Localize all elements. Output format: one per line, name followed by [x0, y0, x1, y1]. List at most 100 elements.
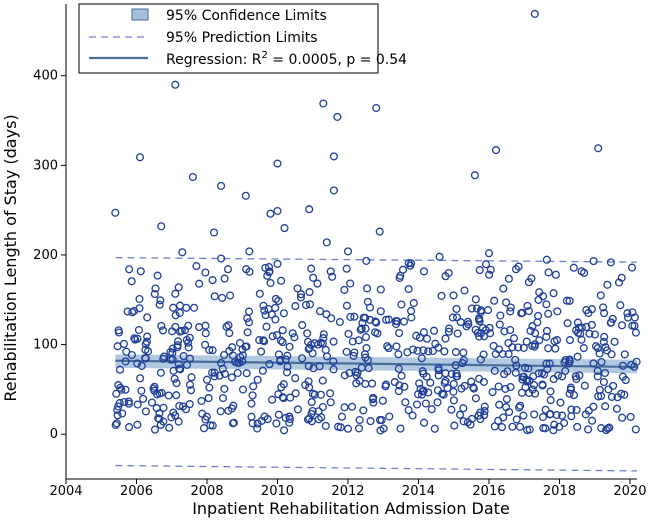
data-point	[418, 387, 427, 396]
data-point	[166, 348, 175, 357]
data-point	[171, 80, 180, 89]
data-point	[489, 341, 498, 350]
data-point	[150, 386, 159, 395]
data-point	[537, 369, 547, 378]
data-point	[242, 369, 251, 378]
data-point	[378, 396, 387, 405]
interval-bands	[115, 256, 638, 472]
data-point	[515, 422, 525, 431]
data-point	[156, 296, 165, 305]
data-point	[449, 291, 458, 300]
data-point	[372, 103, 381, 113]
data-point	[558, 372, 567, 381]
data-point	[534, 295, 543, 304]
data-point	[271, 294, 280, 303]
data-point	[112, 419, 121, 428]
legend-band-swatch	[131, 8, 149, 21]
data-point	[485, 323, 494, 332]
legend-box	[78, 3, 379, 74]
legend-prediction-label: 95% Prediction Limits	[166, 30, 318, 46]
data-point	[627, 360, 636, 369]
data-point	[253, 375, 262, 384]
data-point	[340, 285, 349, 294]
data-point	[361, 353, 370, 362]
x-tick-label: 2020	[613, 484, 646, 499]
data-point	[397, 300, 406, 309]
data-point	[408, 345, 418, 354]
data-point	[355, 415, 364, 425]
data-point	[596, 291, 605, 300]
data-point	[279, 380, 288, 389]
data-point	[255, 336, 264, 345]
data-point	[174, 417, 183, 426]
legend-regression-suffix: = 0.0005, p = 0.54	[268, 52, 407, 68]
data-point	[187, 373, 196, 382]
x-tick-label: 2016	[472, 484, 505, 499]
data-point	[512, 415, 521, 424]
data-point	[364, 364, 373, 373]
data-point	[290, 333, 299, 342]
data-point	[133, 400, 142, 409]
data-points	[111, 9, 641, 435]
data-point	[201, 329, 210, 338]
data-point	[182, 335, 191, 345]
data-point	[614, 278, 624, 287]
data-point	[509, 334, 519, 343]
data-point	[350, 348, 359, 357]
data-point	[422, 372, 431, 381]
data-point	[394, 350, 403, 359]
data-point	[544, 309, 553, 318]
data-point	[545, 359, 554, 368]
data-point	[296, 290, 306, 299]
data-point	[511, 265, 521, 274]
data-point	[268, 332, 277, 341]
data-point	[449, 396, 458, 405]
data-point	[184, 321, 193, 330]
data-point	[133, 359, 142, 368]
data-point	[575, 371, 584, 380]
data-point	[155, 409, 164, 418]
data-point	[630, 321, 639, 330]
data-point	[369, 393, 378, 402]
data-point	[563, 319, 572, 328]
data-point	[452, 369, 461, 378]
data-point	[178, 402, 188, 411]
data-point	[371, 328, 380, 337]
data-point	[315, 362, 324, 371]
data-point	[538, 381, 547, 390]
data-point	[171, 289, 180, 298]
data-point	[298, 321, 307, 330]
data-point	[449, 379, 458, 389]
data-point	[342, 301, 351, 310]
data-point	[381, 382, 390, 391]
data-point	[383, 342, 392, 351]
data-point	[382, 315, 391, 324]
data-point	[217, 254, 226, 263]
data-point	[112, 389, 121, 398]
data-point	[421, 399, 430, 408]
data-point	[523, 301, 532, 310]
data-point	[296, 293, 305, 302]
data-point	[594, 392, 603, 401]
data-point	[569, 391, 579, 400]
data-point	[172, 379, 181, 388]
data-point	[469, 384, 478, 393]
data-point	[244, 318, 254, 327]
data-point	[298, 354, 307, 363]
data-point	[357, 324, 366, 333]
data-point	[272, 419, 281, 428]
data-point	[229, 418, 238, 427]
data-point	[136, 267, 145, 276]
data-point	[546, 396, 555, 405]
data-point	[555, 422, 564, 431]
data-point	[128, 308, 137, 317]
data-point	[111, 420, 120, 430]
data-point	[223, 265, 233, 274]
data-point	[282, 368, 292, 377]
data-point	[316, 390, 325, 399]
data-point	[562, 296, 571, 305]
data-point	[280, 426, 289, 435]
x-tick-label: 2014	[402, 484, 435, 499]
data-point	[340, 371, 349, 380]
data-point	[584, 425, 593, 434]
